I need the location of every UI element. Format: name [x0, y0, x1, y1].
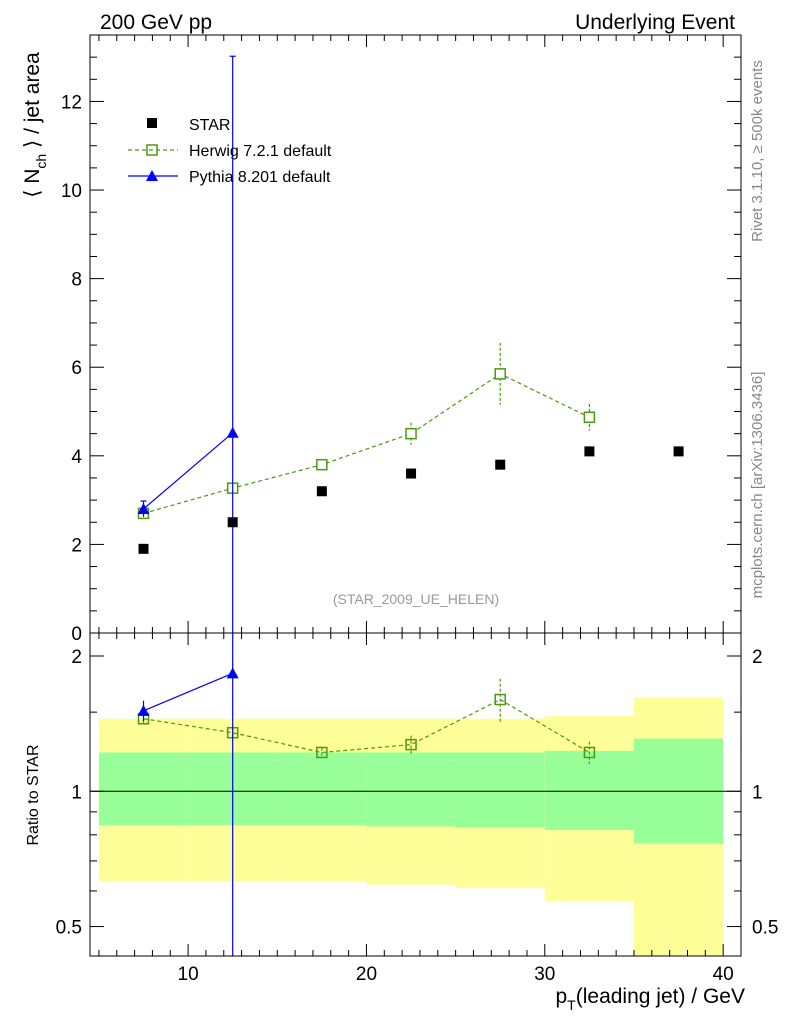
x-axis-label-head: p	[555, 985, 567, 1008]
star-point	[673, 446, 684, 457]
side-text-rivet: Rivet 3.1.10, ≥ 500k events	[749, 60, 766, 242]
ratio-inner-band	[98, 752, 189, 826]
main-y-axis-label-tail: ⟩ / jet area	[21, 52, 44, 154]
legend: STAR Herwig 7.2.1 default Pythia 8.201 d…	[128, 117, 332, 186]
main-y-tick-label: 2	[71, 535, 82, 556]
legend-star-marker	[147, 118, 157, 128]
main-plot-area	[137, 55, 684, 633]
x-tick-label: 20	[356, 964, 377, 985]
ratio-pythia-point	[226, 667, 239, 679]
ratio-pythia-line	[143, 672, 233, 712]
star-point	[316, 486, 327, 497]
main-y-axis-label: ⟨ Nch ⟩ / jet area	[21, 52, 49, 198]
ratio-inner-band	[544, 750, 634, 831]
ratio-y-axis-label: Ratio to STAR	[25, 744, 42, 845]
x-tick-label: 40	[713, 964, 734, 985]
ratio-y-tick-label-right: 0.5	[752, 918, 778, 939]
ratio-plot-frame	[89, 632, 742, 957]
x-tick-label: 30	[534, 964, 555, 985]
ratio-herwig-line	[143, 698, 590, 754]
pythia-point	[137, 502, 150, 514]
main-y-tick-label: 10	[61, 181, 82, 202]
ratio-pythia-point	[137, 704, 150, 716]
title-left: 200 GeV pp	[100, 11, 212, 34]
main-y-axis-label-head: ⟨ N	[21, 169, 44, 198]
ratio-inner-band	[455, 752, 545, 828]
legend-pythia-label: Pythia 8.201 default	[189, 169, 331, 186]
analysis-watermark: (STAR_2009_UE_HELEN)	[333, 591, 499, 607]
main-y-tick-label: 12	[61, 92, 82, 113]
ratio-inner-band	[366, 752, 456, 827]
main-y-tick-label: 6	[71, 358, 82, 379]
legend-herwig-label: Herwig 7.2.1 default	[189, 143, 332, 160]
main-y-axis-label-sub: ch	[33, 154, 49, 169]
herwig-point	[494, 368, 506, 380]
ratio-y-tick-label-right: 2	[752, 647, 763, 668]
ratio-y-tick-label-right: 1	[752, 782, 763, 803]
side-text-mcplots: mcplots.cern.ch [arXiv:1306.3436]	[749, 372, 766, 599]
legend-herwig-marker	[146, 144, 158, 156]
ratio-y-tick-label-left: 0.5	[56, 918, 82, 939]
herwig-line	[143, 373, 590, 514]
star-point	[227, 517, 238, 528]
pythia-line	[143, 432, 234, 510]
ratio-herwig-point	[316, 746, 328, 759]
herwig-point	[405, 427, 417, 440]
x-tick-label: 10	[178, 964, 199, 985]
star-point	[584, 446, 595, 457]
main-y-tick-label: 0	[71, 624, 82, 645]
x-axis-label: pT(leading jet) / GeV	[555, 985, 745, 1013]
main-y-tick-label: 8	[71, 270, 82, 291]
ratio-y-tick-label-left: 1	[71, 782, 82, 803]
main-y-tick-label: 4	[71, 447, 82, 468]
main-plot-frame	[89, 34, 742, 634]
x-axis-label-sub: T	[567, 997, 576, 1013]
star-point	[138, 543, 149, 554]
legend-star-label: STAR	[189, 117, 230, 134]
star-point	[406, 468, 417, 479]
title-right: Underlying Event	[575, 11, 735, 34]
ratio-herwig-point	[583, 746, 596, 759]
ratio-herwig-point	[494, 693, 506, 706]
pythia-point	[226, 426, 239, 438]
x-axis-label-tail: (leading jet) / GeV	[576, 985, 745, 1008]
ratio-inner-band	[277, 752, 367, 826]
legend-pythia-marker	[146, 170, 158, 181]
ratio-plot-area	[90, 633, 741, 956]
star-point	[495, 459, 506, 470]
herwig-point	[316, 458, 328, 471]
ratio-herwig-point	[405, 738, 417, 751]
herwig-point	[583, 411, 596, 424]
ratio-y-tick-label-left: 2	[71, 647, 82, 668]
